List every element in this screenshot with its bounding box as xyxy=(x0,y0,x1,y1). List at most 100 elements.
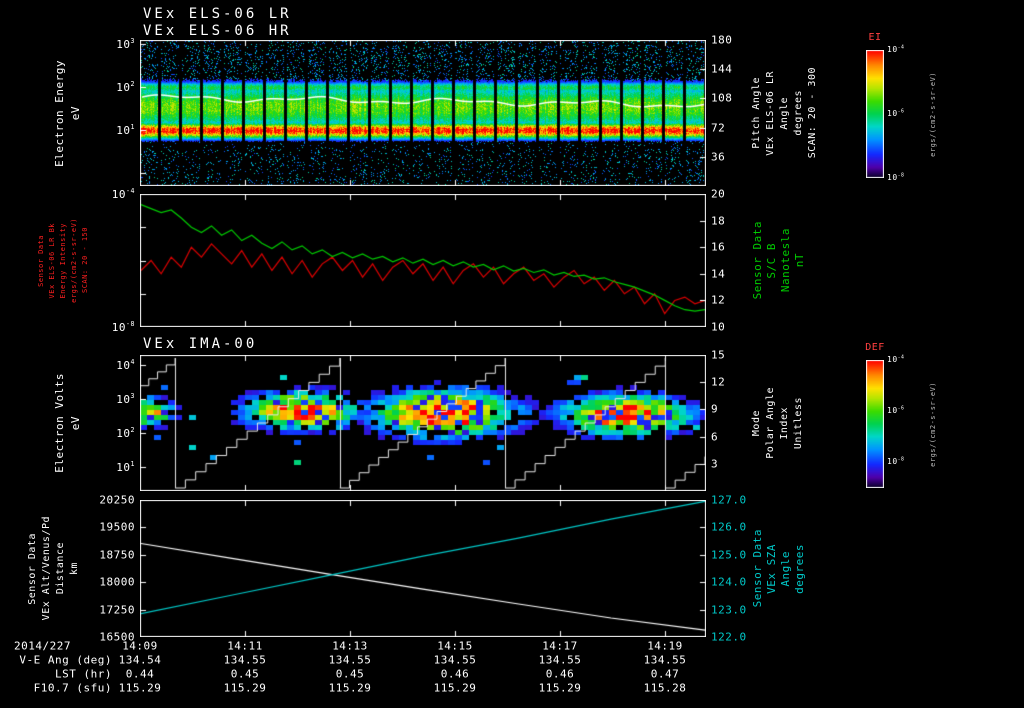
sensor-intensity-tick: 10-8 xyxy=(111,320,135,334)
els-left-axis-label-0-text: Electron Energy xyxy=(53,59,66,167)
time-tick-label: 14:15 xyxy=(437,639,473,653)
row-value: 115.29 xyxy=(328,681,372,695)
sensor-right-axis-label-0-text: Sensor Data xyxy=(751,221,764,300)
row-value: 0.47 xyxy=(650,667,680,681)
ima-mode-tick: 9 xyxy=(711,402,719,416)
row-value: 134.54 xyxy=(118,653,162,667)
row-label-1: LST (hr) xyxy=(55,667,112,681)
row-value: 0.45 xyxy=(335,667,365,681)
row-value: 115.29 xyxy=(538,681,582,695)
ima-energy-tick: 102 xyxy=(116,426,135,441)
trajectory-lines-canvas xyxy=(140,500,706,637)
ima-energy-tick: 104 xyxy=(116,358,135,373)
time-tick-label: 14:09 xyxy=(122,639,158,653)
colorbar-units-0: ergs/(cm2-s-sr-eV) xyxy=(928,42,939,186)
ima-left-axis-label-0: Electron Volts xyxy=(52,355,67,491)
ima-mode-tick: 3 xyxy=(711,457,719,471)
traj-altitude-tick: 18750 xyxy=(99,548,135,562)
ima-spectrogram-canvas xyxy=(140,355,706,491)
sensor-left-axis-label-3-text: ergs/(cm2-s-sr-eV) xyxy=(70,218,78,303)
els-left-axis-label-1: eV xyxy=(68,40,83,186)
traj-left-axis-label-3-text: km xyxy=(69,561,80,576)
ima-mode-tick: 15 xyxy=(711,348,726,362)
traj-altitude-tick: 20250 xyxy=(99,493,135,507)
colorbar-tick: 10-4 xyxy=(887,355,905,364)
date-label: 2014/227 xyxy=(14,639,71,653)
ima-mode-tick: 6 xyxy=(711,430,719,444)
els-right-axis-label-0-text: Pitch Angle xyxy=(751,77,762,149)
sensor-left-axis-label-1-text: VEx ELS-06 LR Bk xyxy=(48,222,56,299)
traj-left-axis-label-2-text: Distance xyxy=(55,542,66,595)
colorbar-units-0-text: ergs/(cm2-s-sr-eV) xyxy=(929,71,937,157)
ima-right-axis-label-1: Polar Angle xyxy=(764,355,778,491)
traj-left-axis-label-1-text: VEx Alt/Venus/Pd xyxy=(41,516,52,621)
els-right-axis-label-1: VEx ELS-06 LR xyxy=(764,40,778,186)
sensor-intensity-tick: 10-4 xyxy=(111,187,135,201)
ima-right-axis-label-0: Mode xyxy=(750,355,764,491)
sensor-left-axis-label-4-text: SCAN: 20 - 150 xyxy=(81,227,89,294)
els-energy-tick: 101 xyxy=(116,123,135,137)
traj-sza-tick: 124.0 xyxy=(711,575,747,589)
traj-sza-tick: 126.0 xyxy=(711,520,747,534)
els-energy-tick: 103 xyxy=(116,37,135,52)
els-right-axis-label-3-text: degrees xyxy=(793,90,804,136)
sensor-bfield-tick: 10 xyxy=(711,320,726,334)
els-right-axis-label-2: Angle xyxy=(778,40,792,186)
row-value: 115.29 xyxy=(433,681,477,695)
traj-altitude-tick: 18000 xyxy=(99,575,135,589)
ima-right-axis-label-2-text: Index xyxy=(779,406,790,440)
ei-colorbar-canvas xyxy=(866,50,884,178)
def-colorbar-canvas xyxy=(866,360,884,488)
time-tick-label: 14:17 xyxy=(542,639,578,653)
traj-left-axis-label-0-text: Sensor Data xyxy=(27,532,38,605)
traj-right-axis-label-1: VEx SZA xyxy=(764,500,779,637)
ima-right-axis-label-2: Index xyxy=(778,355,792,491)
els-pitch-tick: 144 xyxy=(711,62,733,76)
ima-title: VEx IMA-00 xyxy=(143,336,258,352)
row-value: 134.55 xyxy=(223,653,267,667)
traj-right-axis-label-0: Sensor Data xyxy=(750,500,765,637)
colorbar-tick: 10-6 xyxy=(887,109,905,118)
sensor-left-axis-label-2-text: Energy Intensity xyxy=(59,222,67,299)
time-tick-label: 14:13 xyxy=(332,639,368,653)
traj-right-axis-label-2: Angle xyxy=(778,500,793,637)
traj-right-axis-label-3-text: degrees xyxy=(793,543,806,594)
traj-sza-tick: 127.0 xyxy=(711,493,747,507)
sensor-lines-canvas xyxy=(140,194,706,327)
traj-altitude-tick: 17250 xyxy=(99,603,135,617)
sensor-left-axis-label-1: VEx ELS-06 LR Bk xyxy=(47,194,58,327)
time-tick-label: 14:11 xyxy=(227,639,263,653)
els-pitch-tick: 108 xyxy=(711,91,733,105)
sensor-right-axis-label-2-text: Nanotesla xyxy=(779,228,792,293)
traj-right-axis-label-3: degrees xyxy=(792,500,807,637)
els-right-axis-label-4: SCAN: 20 - 300 xyxy=(806,40,820,186)
sensor-left-axis-label-4: SCAN: 20 - 150 xyxy=(80,194,91,327)
row-label-0: V-E Ang (deg) xyxy=(19,653,112,667)
traj-sza-tick: 123.0 xyxy=(711,603,747,617)
els-left-axis-label-1-text: eV xyxy=(69,105,82,121)
els-right-axis-label-1-text: VEx ELS-06 LR xyxy=(765,70,776,156)
els-right-axis-label-2-text: Angle xyxy=(779,96,790,130)
row-value: 0.46 xyxy=(545,667,575,681)
ima-energy-tick: 103 xyxy=(116,392,135,407)
els-right-axis-label-3: degrees xyxy=(792,40,806,186)
colorbar-units-1-text: ergs/(cm2-s-sr-eV) xyxy=(929,381,937,467)
ima-right-axis-label-3: Unitless xyxy=(792,355,806,491)
els-pitch-tick: 36 xyxy=(711,150,726,164)
ima-right-axis-label-0-text: Mode xyxy=(751,409,762,437)
els-lr-title: VEx ELS-06 LR xyxy=(143,6,292,22)
sensor-bfield-tick: 16 xyxy=(711,240,726,254)
els-pitch-tick: 72 xyxy=(711,121,726,135)
colorbar-tick: 10-8 xyxy=(887,457,905,467)
time-tick-label: 14:19 xyxy=(647,639,683,653)
traj-right-axis-label-2-text: Angle xyxy=(779,550,792,587)
traj-left-axis-label-0: Sensor Data xyxy=(26,500,40,637)
traj-right-axis-label-1-text: VEx SZA xyxy=(765,543,778,594)
colorbar-tick: 10-8 xyxy=(887,173,905,182)
ima-right-axis-label-3-text: Unitless xyxy=(793,396,804,450)
row-value: 0.45 xyxy=(230,667,260,681)
traj-left-axis-label-3: km xyxy=(68,500,82,637)
els-right-axis-label-0: Pitch Angle xyxy=(750,40,764,186)
row-value: 115.29 xyxy=(223,681,267,695)
